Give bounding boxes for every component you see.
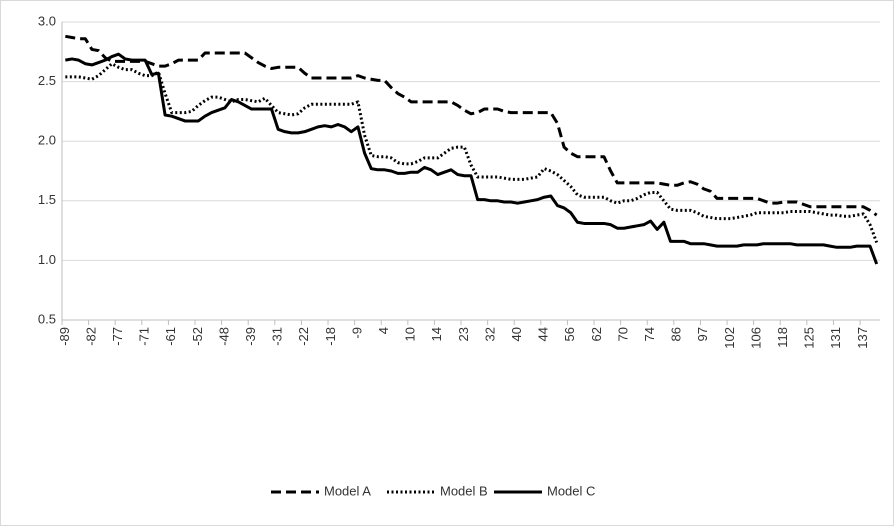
line-series xyxy=(65,34,878,217)
line-series xyxy=(65,52,879,265)
x-tick-label: -82 xyxy=(83,327,98,346)
x-tick-label: 86 xyxy=(669,327,684,341)
x-tick-label: -18 xyxy=(323,327,338,346)
x-tick-label: 32 xyxy=(482,327,497,341)
x-tick-label: 74 xyxy=(642,327,657,341)
x-tick-label: 70 xyxy=(615,327,630,341)
line-series xyxy=(65,62,879,244)
x-tick-label: 44 xyxy=(536,327,551,341)
x-tick-label: 118 xyxy=(775,327,790,348)
legend-label: Model B xyxy=(440,483,488,498)
x-tick-label: -31 xyxy=(270,327,285,346)
x-tick-label: -22 xyxy=(296,327,311,346)
y-tick-label: 2.5 xyxy=(38,73,56,88)
x-tick-label: -77 xyxy=(110,327,125,346)
x-tick-label: 4 xyxy=(376,327,391,334)
x-tick-label: 10 xyxy=(403,327,418,341)
y-tick-label: 1.0 xyxy=(38,252,56,267)
y-tick-label: 3.0 xyxy=(38,13,56,28)
x-tick-label: 23 xyxy=(456,327,471,341)
y-tick-label: 2.0 xyxy=(38,133,56,148)
y-tick-label: 1.5 xyxy=(38,192,56,207)
x-tick-label: 97 xyxy=(695,327,710,341)
x-tick-label: -48 xyxy=(216,327,231,346)
x-tick-label: -9 xyxy=(349,327,364,339)
y-tick-label: 0.5 xyxy=(38,311,56,326)
x-tick-label: 40 xyxy=(509,327,524,341)
x-tick-label: 131 xyxy=(828,327,843,349)
x-tick-label: 62 xyxy=(589,327,604,341)
x-tick-label: -61 xyxy=(163,327,178,346)
x-tick-label: 106 xyxy=(748,327,763,349)
x-tick-label: 102 xyxy=(722,327,737,349)
legend-label: Model A xyxy=(324,483,371,498)
x-tick-label: -52 xyxy=(190,327,205,346)
x-tick-label: 14 xyxy=(429,327,444,341)
x-tick-label: -89 xyxy=(57,327,72,346)
x-tick-label: 56 xyxy=(562,327,577,341)
x-tick-label: 137 xyxy=(855,327,870,349)
x-tick-label: -39 xyxy=(243,327,258,346)
x-tick-label: 125 xyxy=(802,327,817,349)
x-tick-label: -71 xyxy=(137,327,152,346)
legend-label: Model C xyxy=(547,483,595,498)
